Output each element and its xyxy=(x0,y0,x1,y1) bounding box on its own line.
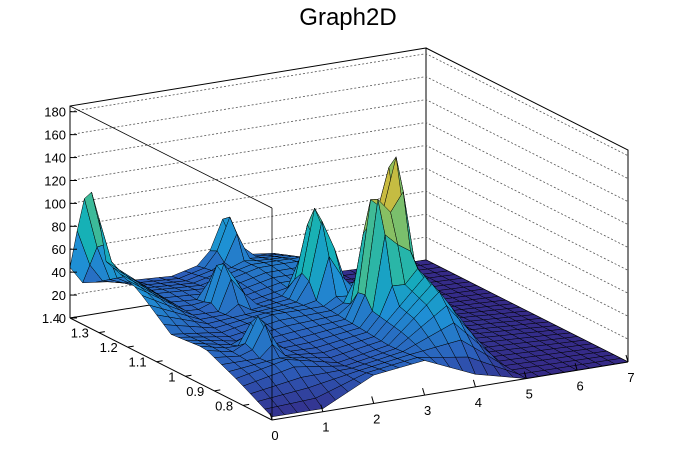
z-tick-label: 60 xyxy=(52,242,66,257)
z-tick-label: 120 xyxy=(44,173,66,188)
y-tick-label: 1.2 xyxy=(100,340,118,355)
x-tick-mark xyxy=(625,354,629,363)
z-tick-label: 140 xyxy=(44,151,66,166)
x-axis: 0 1 2 3 4 5 6 7 xyxy=(269,354,635,443)
x-tick-mark xyxy=(523,371,527,379)
x-tick-mark xyxy=(472,379,476,387)
z-grid-line xyxy=(69,122,629,225)
x-tick-label: 2 xyxy=(373,411,380,426)
right-wall-edge xyxy=(425,47,629,362)
z-grid-line xyxy=(69,99,629,202)
y-tick-label: 1.1 xyxy=(128,355,146,370)
x-tick-mark xyxy=(371,396,375,404)
front-box-edges xyxy=(69,105,629,421)
y-tick-label: 1.4 xyxy=(42,311,60,326)
top-left-edge xyxy=(69,105,273,209)
z-grid-line xyxy=(69,213,629,317)
x-tick-label: 0 xyxy=(271,428,278,443)
y-tick-mark xyxy=(185,374,192,377)
z-tick-label: 100 xyxy=(44,196,66,211)
z-tick-label: 80 xyxy=(52,219,66,234)
z-tick-label: 180 xyxy=(44,105,66,120)
x-tick-label: 7 xyxy=(627,370,634,385)
y-tick-label: 0.8 xyxy=(215,398,233,413)
z-grid-lines xyxy=(69,53,629,340)
x-tick-label: 3 xyxy=(424,403,431,418)
y-axis: 0.8 0.9 1 1.1 1.2 1.3 1.4 xyxy=(42,311,250,413)
z-tick-label: 20 xyxy=(52,288,66,303)
z-tick-label: 0 xyxy=(59,311,66,326)
y-tick-label: 1 xyxy=(168,369,175,384)
y-axis-line xyxy=(69,317,273,421)
x-axis-line xyxy=(271,361,629,421)
z-tick-label: 160 xyxy=(44,128,66,143)
z-tick-label: 40 xyxy=(52,265,66,280)
chart-title: Graph2D xyxy=(299,4,397,31)
surface-mesh xyxy=(69,156,629,418)
z-grid-line xyxy=(69,76,629,179)
x-tick-mark xyxy=(574,363,578,371)
x-tick-label: 6 xyxy=(577,378,584,393)
x-tick-label: 1 xyxy=(322,420,329,435)
y-tick-mark xyxy=(243,403,250,406)
y-tick-mark xyxy=(156,360,163,363)
z-grid-line xyxy=(69,190,629,294)
z-axis: 0 20 40 60 80 100 120 140 160 180 xyxy=(44,105,77,326)
x-tick-mark xyxy=(320,404,324,412)
x-tick-label: 4 xyxy=(475,395,482,410)
x-tick-label: 5 xyxy=(526,387,533,402)
y-tick-mark xyxy=(98,331,105,334)
y-tick-mark xyxy=(69,316,77,319)
y-tick-label: 1.3 xyxy=(71,326,89,341)
y-tick-label: 0.9 xyxy=(186,384,204,399)
x-tick-mark xyxy=(422,388,426,396)
x-tick-mark xyxy=(269,412,273,421)
y-tick-mark xyxy=(127,345,134,348)
z-grid-line xyxy=(69,167,629,271)
z-grid-line xyxy=(69,53,629,157)
z-grid-line xyxy=(69,144,629,248)
y-tick-mark xyxy=(214,389,221,392)
